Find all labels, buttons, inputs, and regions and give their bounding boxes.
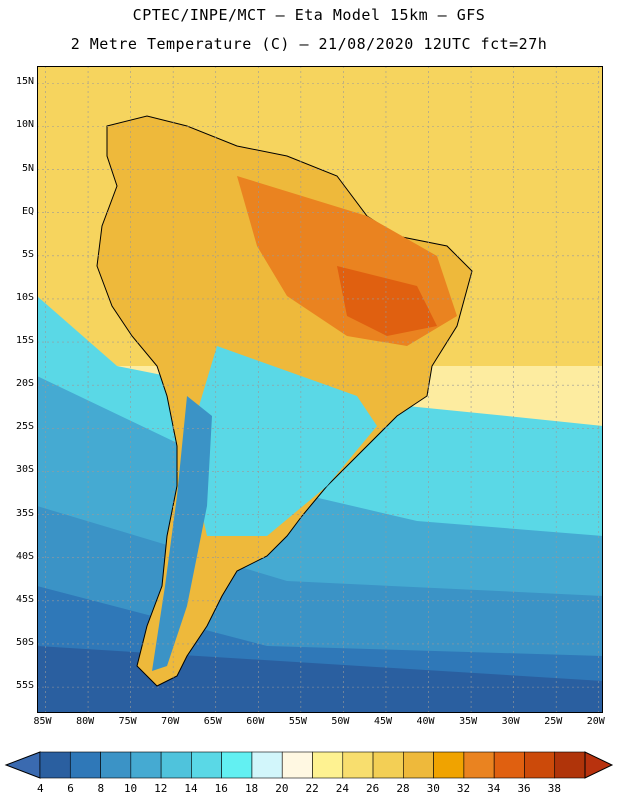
lat-tick-label: 50S [15,636,34,648]
colorbar-tick-label: 24 [335,782,350,795]
colorbar-tick-label: 20 [275,782,289,795]
colorbar-tick-label: 10 [123,782,138,795]
colorbar-swatch [524,751,556,779]
colorbar-tick-label: 22 [305,782,319,795]
colorbar-swatch [221,751,253,779]
temperature-map [37,66,603,713]
colorbar-swatch [251,751,283,779]
andes-cold-strip [152,396,212,671]
colorbar-tick-label: 4 [37,782,44,795]
lat-tick-label: 5S [21,248,34,260]
colorbar-swatch [69,751,101,779]
colorbar-tick-label: 36 [517,782,531,795]
colorbar-tick-label: 28 [396,782,410,795]
colorbar-swatch [281,751,313,779]
lon-tick-label: 75W [118,716,137,727]
map-title: CPTEC/INPE/MCT – Eta Model 15km – GFS [132,6,486,24]
map-border [37,66,603,713]
map-subtitle: 2 Metre Temperature (C) – 21/08/2020 12U… [70,35,548,53]
lat-tick-label: 5N [21,162,34,174]
lat-tick-label: 45S [15,593,34,605]
lat-tick-label: EQ [21,205,34,217]
colorbar-tick-label: 32 [456,782,471,795]
colorbar-high-arrow [584,751,614,779]
colorbar-tick-label: 38 [547,782,561,795]
colorbar-swatch [493,751,525,779]
lat-tick-label: 40S [15,550,34,562]
lat-tick-label: 55S [15,680,34,692]
lat-tick-label: 10N [15,119,34,131]
lon-tick-label: 30W [501,716,520,727]
lat-tick-label: 25S [15,421,34,433]
lat-tick-label: 35S [15,507,34,519]
colorbar-swatch [403,751,434,779]
lon-tick-label: 65W [203,716,222,727]
colorbar-swatch [160,751,192,779]
colorbar-tick-label: 6 [67,782,74,795]
southern-cool-region [187,346,377,536]
colorbar-tick-label: 12 [154,782,168,795]
colorbar-swatch [191,751,222,779]
colorbar-tick-label: 16 [214,782,228,795]
colorbar-swatch [463,751,495,779]
lon-tick-label: 25W [544,716,563,727]
colorbar-tick-label: 8 [97,782,105,795]
colorbar-swatch [342,751,374,779]
colorbar-swatch [312,751,344,779]
lat-tick-label: 15N [15,76,34,88]
lon-tick-label: 60W [246,716,265,727]
colorbar-tick-label: 18 [244,782,259,795]
lat-tick-label: 30S [15,464,34,476]
lon-tick-label: 80W [76,716,95,727]
lat-tick-label: 15S [15,335,34,347]
colorbar-swatch [39,751,71,779]
lon-tick-label: 20W [586,716,605,727]
colorbar-tick-label: 14 [184,782,198,795]
colorbar-swatch [130,751,162,779]
colorbar-swatch [433,751,465,779]
lon-tick-label: 50W [331,716,350,727]
lat-tick-label: 20S [15,378,34,390]
colorbar-tick-label: 34 [487,782,501,795]
lon-tick-label: 40W [416,716,435,727]
graticule [37,66,603,713]
colorbar-tick-label: 30 [426,782,440,795]
lon-tick-label: 45W [373,716,393,727]
lon-tick-label: 85W [33,716,52,727]
central-brazil-hot [337,266,437,336]
colorbar-swatch [554,751,586,779]
lat-tick-label: 10S [15,291,34,303]
colorbar [4,751,614,779]
lon-tick-label: 35W [459,716,478,727]
colorbar-swatch [100,751,132,779]
lon-tick-label: 70W [161,716,180,727]
colorbar-tick-label: 26 [366,782,380,795]
colorbar-low-arrow [4,751,41,779]
colorbar-swatch [372,751,404,779]
lon-tick-label: 55W [288,716,307,727]
